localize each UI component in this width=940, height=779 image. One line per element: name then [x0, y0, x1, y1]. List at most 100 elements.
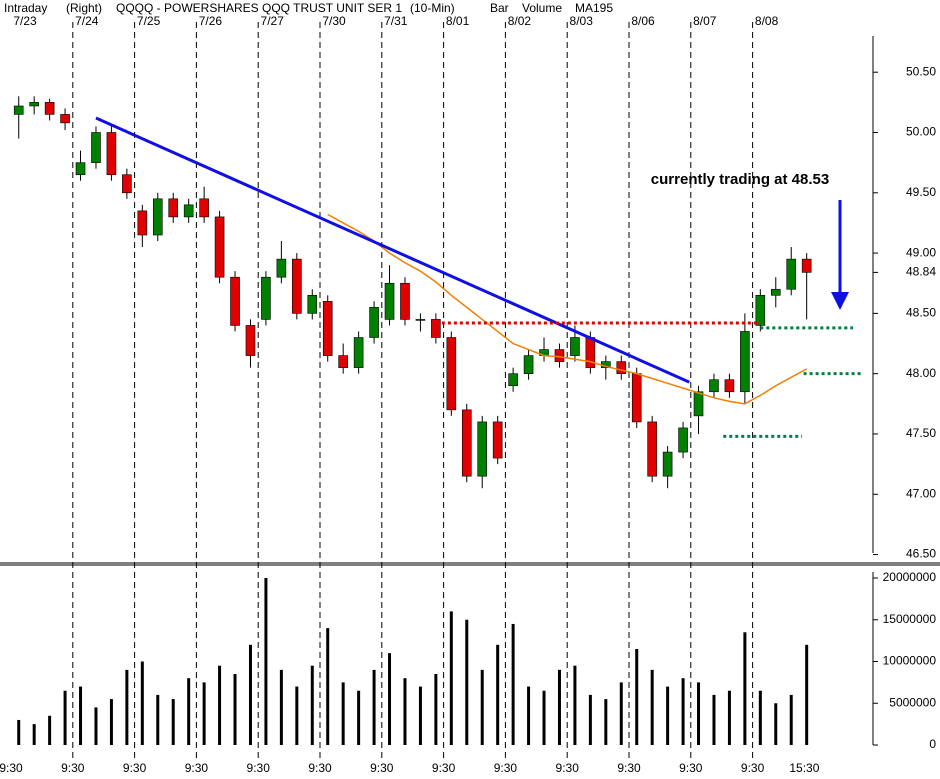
candle-body — [492, 421, 503, 459]
volume-bar — [218, 665, 222, 745]
annotation-arrowhead — [831, 292, 849, 310]
volume-bar — [156, 694, 160, 745]
volume-bar — [604, 699, 608, 745]
candle-body — [106, 132, 117, 176]
date-label: 8/03 — [570, 14, 594, 28]
volume-bar — [264, 578, 268, 745]
candle-body — [199, 198, 209, 218]
candle-body — [60, 114, 70, 124]
volume-bar — [248, 644, 252, 745]
y-tick-label: 49.00 — [906, 245, 936, 259]
volume-bar — [17, 719, 21, 745]
volume-bar — [557, 669, 561, 745]
time-label: 9:30 — [0, 761, 23, 775]
volume-bar — [341, 682, 345, 745]
volume-bar — [109, 699, 113, 745]
volume-bar — [480, 669, 484, 745]
date-label: 7/26 — [199, 14, 223, 28]
volume-bar — [650, 669, 654, 745]
candle-body — [523, 355, 534, 374]
y-tick-label: 48.84 — [906, 265, 936, 279]
volume-bar — [418, 686, 422, 745]
volume-bar — [496, 644, 500, 745]
candle-body — [75, 162, 86, 176]
candle-body — [709, 379, 719, 393]
volume-bar — [449, 611, 453, 745]
candle-body — [786, 258, 797, 290]
candle-body — [570, 337, 580, 356]
volume-bar — [32, 724, 36, 745]
candle-body — [801, 258, 812, 273]
date-label: 7/27 — [261, 14, 285, 28]
volume-bar — [79, 686, 83, 745]
volume-bar — [434, 674, 438, 745]
volume-bar — [712, 694, 716, 745]
candle-body — [508, 373, 518, 387]
y-tick-label: 48.00 — [906, 366, 936, 380]
date-label: 7/31 — [384, 14, 408, 28]
time-label: 9:30 — [370, 761, 394, 775]
candle-body — [554, 349, 565, 362]
header-style: Bar — [490, 1, 509, 15]
candle-body — [245, 325, 256, 356]
volume-bar — [94, 707, 98, 745]
y2-tick-label: 10000000 — [883, 654, 937, 668]
candle-body — [631, 373, 642, 423]
y2-tick-label: 20000000 — [883, 570, 937, 584]
volume-bar — [511, 623, 515, 745]
candle-body — [461, 409, 472, 477]
volume-bar — [326, 628, 330, 745]
ma-line — [327, 213, 808, 405]
volume-bar — [697, 682, 701, 745]
candle-body — [29, 102, 39, 107]
candle-body — [261, 276, 271, 320]
date-label: 8/06 — [631, 14, 655, 28]
volume-bar — [789, 694, 793, 745]
y2-tick-label: 15000000 — [883, 612, 937, 626]
candle-body — [307, 294, 318, 314]
volume-bar — [279, 669, 283, 745]
date-label: 7/30 — [322, 14, 346, 28]
volume-bar — [758, 690, 762, 745]
volume-bar — [635, 648, 639, 745]
date-label: 8/01 — [446, 14, 470, 28]
candle-body — [137, 210, 148, 236]
candle-body — [322, 301, 333, 356]
volume-bar — [666, 686, 670, 745]
volume-bar — [403, 678, 407, 745]
y-tick-label: 50.00 — [906, 125, 936, 139]
volume-bar — [202, 682, 206, 745]
candle-body — [91, 132, 101, 163]
candle-body — [662, 451, 673, 477]
time-label: 9:30 — [123, 761, 147, 775]
candle-body — [152, 198, 163, 236]
candle-body — [353, 337, 364, 368]
y-tick-label: 48.50 — [906, 306, 936, 320]
trendline — [95, 116, 690, 384]
y-tick-label: 50.50 — [906, 64, 936, 78]
volume-bar — [372, 669, 376, 745]
y-tick-label: 49.50 — [906, 185, 936, 199]
header-ma: MA195 — [575, 1, 613, 15]
date-label: 7/24 — [75, 14, 99, 28]
volume-bar — [542, 690, 546, 745]
candle-body — [431, 319, 441, 338]
date-label: 8/07 — [693, 14, 717, 28]
y-tick-label: 47.50 — [906, 426, 936, 440]
volume-bar — [63, 690, 67, 745]
date-label: 8/02 — [508, 14, 532, 28]
volume-bar — [573, 665, 577, 745]
volume-bar — [171, 699, 175, 745]
header-mode: Intraday — [4, 1, 47, 15]
candle-body — [678, 427, 688, 453]
annotation: currently trading at 48.53 — [651, 171, 829, 188]
time-label: 9:30 — [432, 761, 456, 775]
volume-bar — [774, 703, 778, 745]
date-label: 7/23 — [13, 14, 37, 28]
volume-bar — [681, 678, 685, 745]
time-label: 9:30 — [308, 761, 332, 775]
candle-body — [693, 391, 704, 417]
header-symbol: QQQQ - POWERSHARES QQQ TRUST UNIT SER 1 — [116, 1, 402, 15]
candle-body — [755, 294, 766, 326]
time-label: 9:30 — [61, 761, 85, 775]
